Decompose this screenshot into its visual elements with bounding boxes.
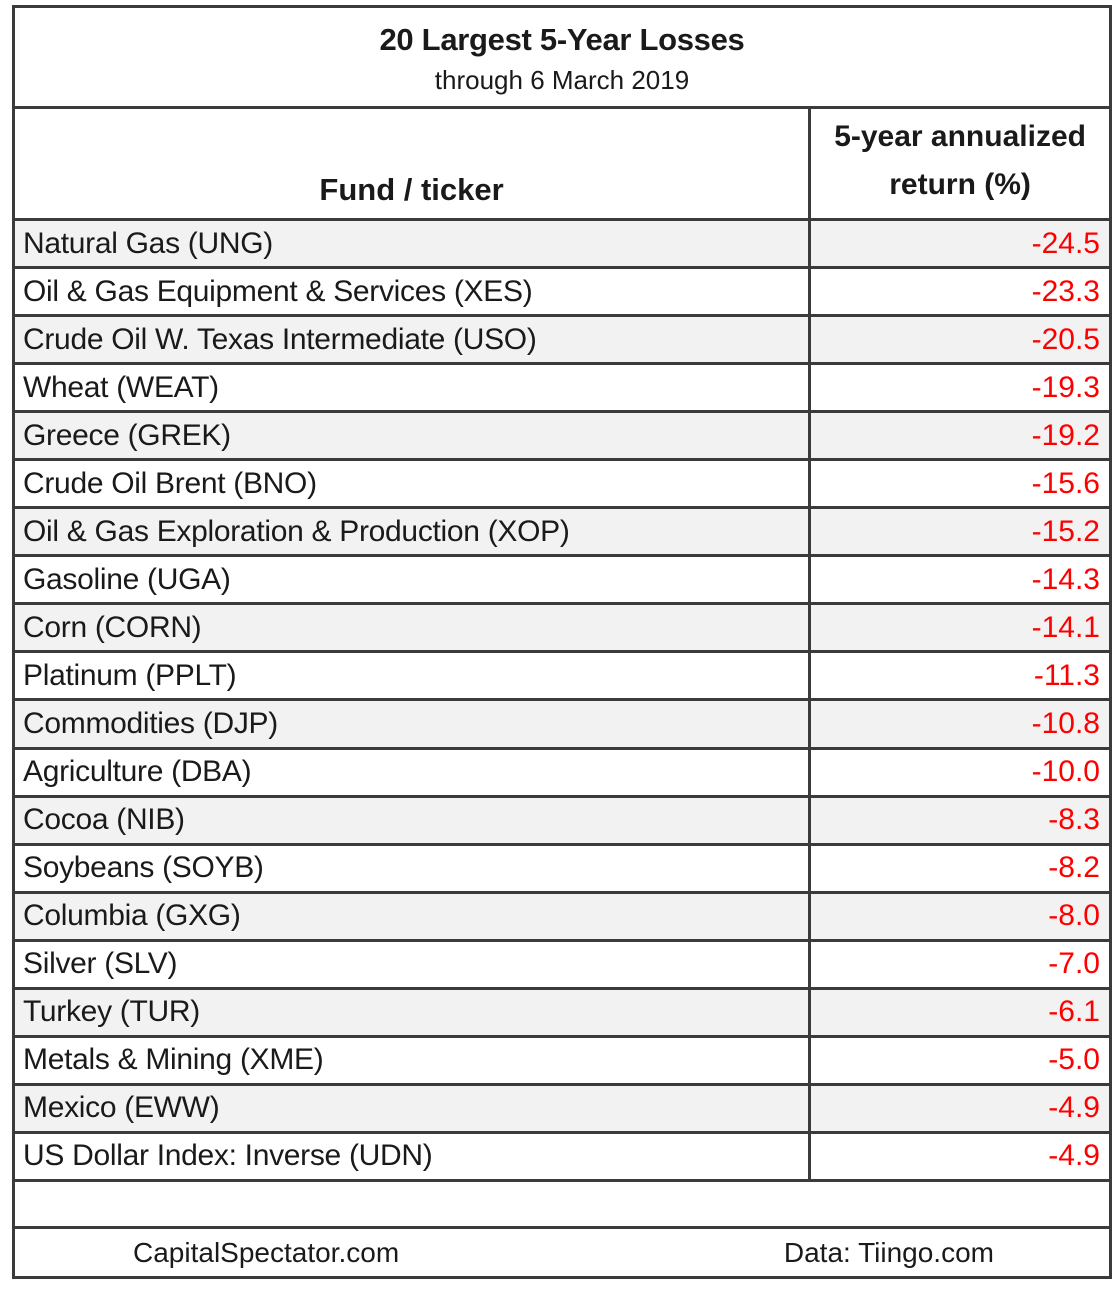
footer-data-credit: Data: Tiingo.com xyxy=(783,1236,994,1268)
return-value-cell: -8.3 xyxy=(808,797,1109,843)
table-row: Metals & Mining (XME) -5.0 xyxy=(15,1037,1109,1086)
page-subtitle: through 6 March 2019 xyxy=(434,65,690,95)
fund-cell: US Dollar Index: Inverse (UDN) xyxy=(23,1139,433,1173)
return-value-cell: -4.9 xyxy=(808,1085,1109,1131)
fund-cell: Corn (CORN) xyxy=(23,610,202,644)
return-value-cell: -23.3 xyxy=(808,269,1109,315)
fund-cell: Greece (GREK) xyxy=(23,418,231,452)
fund-cell: Columbia (GXG) xyxy=(23,899,241,933)
fund-cell: Metals & Mining (XME) xyxy=(23,1043,324,1077)
table-row: Columbia (GXG) -8.0 xyxy=(15,893,1109,942)
footer-source: CapitalSpectator.com xyxy=(133,1236,400,1268)
table-title-block: 20 Largest 5-Year Losses through 6 March… xyxy=(15,8,1109,109)
return-value-cell: -8.0 xyxy=(808,893,1109,939)
column-header-return: 5-year annualized return (%) xyxy=(808,109,1109,218)
return-value-cell: -14.3 xyxy=(808,557,1109,603)
return-value-cell: -15.6 xyxy=(808,461,1109,507)
fund-cell: Crude Oil W. Texas Intermediate (USO) xyxy=(23,322,537,356)
table-row: Commodities (DJP) -10.8 xyxy=(15,701,1109,750)
table-row: Crude Oil W. Texas Intermediate (USO) -20… xyxy=(15,317,1109,366)
fund-cell: Natural Gas (UNG) xyxy=(23,226,273,260)
table-row: Greece (GREK) -19.2 xyxy=(15,413,1109,462)
return-value-cell: -5.0 xyxy=(808,1037,1109,1083)
fund-cell: Gasoline (UGA) xyxy=(23,562,231,596)
fund-cell: Oil & Gas Exploration & Production (XOP) xyxy=(23,514,570,548)
table-row: Wheat (WEAT) -19.3 xyxy=(15,365,1109,414)
table-row: Oil & Gas Exploration & Production (XOP)… xyxy=(15,509,1109,558)
return-value-cell: -19.3 xyxy=(808,365,1109,411)
fund-cell: Crude Oil Brent (BNO) xyxy=(23,466,317,500)
fund-cell: Oil & Gas Equipment & Services (XES) xyxy=(23,274,533,308)
table-footer-row: CapitalSpectator.com Data: Tiingo.com xyxy=(15,1226,1109,1276)
return-value-cell: -20.5 xyxy=(808,317,1109,363)
return-value-cell: -6.1 xyxy=(808,989,1109,1035)
spacer-row xyxy=(15,1182,1109,1226)
table-row: Gasoline (UGA) -14.3 xyxy=(15,557,1109,606)
return-value-cell: -24.5 xyxy=(808,221,1109,267)
return-value-cell: -14.1 xyxy=(808,605,1109,651)
table-row: Cocoa (NIB) -8.3 xyxy=(15,797,1109,846)
return-value-cell: -11.3 xyxy=(808,653,1109,699)
table-row: Turkey (TUR) -6.1 xyxy=(15,989,1109,1038)
table-row: Mexico (EWW) -4.9 xyxy=(15,1085,1109,1134)
table-row: Oil & Gas Equipment & Services (XES) -23.… xyxy=(15,269,1109,318)
table-row: Crude Oil Brent (BNO) -15.6 xyxy=(15,461,1109,510)
table-row: US Dollar Index: Inverse (UDN) -4.9 xyxy=(15,1133,1109,1182)
fund-cell: Silver (SLV) xyxy=(23,947,178,981)
return-value-cell: -19.2 xyxy=(808,413,1109,459)
return-value-cell: -4.9 xyxy=(808,1133,1109,1179)
table-body: Natural Gas (UNG) -24.5 Oil & Gas Equipmen… xyxy=(15,221,1109,1182)
fund-cell: Cocoa (NIB) xyxy=(23,803,185,837)
table-row: Agriculture (DBA) -10.0 xyxy=(15,749,1109,798)
return-value-cell: -7.0 xyxy=(808,941,1109,987)
fund-cell: Turkey (TUR) xyxy=(23,995,200,1029)
table-row: Soybeans (SOYB) -8.2 xyxy=(15,845,1109,894)
fund-cell: Platinum (PPLT) xyxy=(23,658,237,692)
fund-cell: Mexico (EWW) xyxy=(23,1091,220,1125)
fund-cell: Commodities (DJP) xyxy=(23,706,278,740)
page-title: 20 Largest 5-Year Losses xyxy=(379,22,745,57)
table-row: Natural Gas (UNG) -24.5 xyxy=(15,221,1109,270)
fund-cell: Soybeans (SOYB) xyxy=(23,851,264,885)
column-header-fund: Fund / ticker xyxy=(319,172,504,207)
return-value-cell: -10.8 xyxy=(808,701,1109,747)
table-header-row: Fund / ticker 5-year annualized return (… xyxy=(15,109,1109,221)
losses-table: 20 Largest 5-Year Losses through 6 March… xyxy=(12,5,1112,1279)
fund-cell: Wheat (WEAT) xyxy=(23,370,219,404)
return-value-cell: -10.0 xyxy=(808,749,1109,795)
table-row: Corn (CORN) -14.1 xyxy=(15,605,1109,654)
fund-cell: Agriculture (DBA) xyxy=(23,755,252,789)
table-row: Silver (SLV) -7.0 xyxy=(15,941,1109,990)
table-row: Platinum (PPLT) -11.3 xyxy=(15,653,1109,702)
return-value-cell: -8.2 xyxy=(808,845,1109,891)
return-value-cell: -15.2 xyxy=(808,509,1109,555)
